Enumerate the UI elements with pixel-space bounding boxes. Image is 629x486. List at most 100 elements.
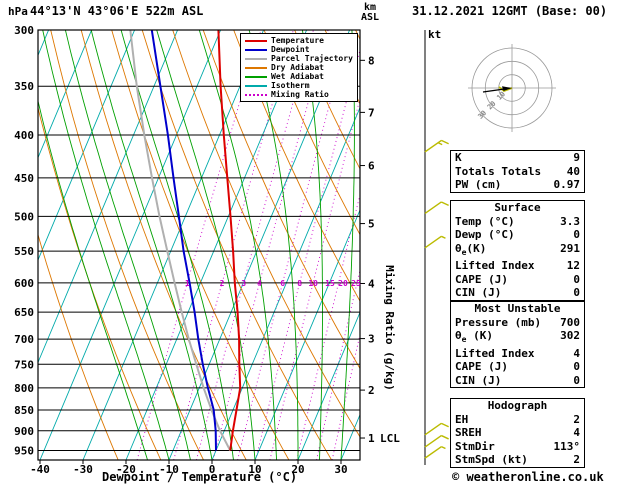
stats-row: CAPE (J) 0 <box>451 360 584 374</box>
legend-swatch <box>245 84 267 87</box>
svg-text:950: 950 <box>14 445 34 458</box>
stats-group-surface: Surface Temp (°C) 3.3 Dewp (°C) 0 θe(K) 291 Lif… <box>450 200 585 301</box>
svg-text:500: 500 <box>14 210 34 223</box>
svg-text:850: 850 <box>14 404 34 417</box>
stats-row: Lifted Index 12 <box>451 259 584 273</box>
stats-value: 0 <box>573 373 580 387</box>
stats-group-indices: K 9 Totals Totals 40 PW (cm) 0.97 <box>450 150 585 193</box>
legend-label: Dewpoint <box>271 45 310 54</box>
stats-value: 291 <box>560 241 580 255</box>
stats-value: 113° <box>553 439 581 453</box>
legend-swatch <box>245 93 267 96</box>
svg-text:450: 450 <box>14 172 34 185</box>
stats-label: Totals Totals <box>455 164 542 178</box>
svg-text:6: 6 <box>280 279 285 288</box>
svg-text:600: 600 <box>14 277 34 290</box>
svg-text:800: 800 <box>14 382 34 395</box>
stats-label: Temp (°C) <box>455 214 515 228</box>
stats-group-most-unstable: Most Unstable Pressure (mb) 700 θe (K) 302 Li… <box>450 301 585 389</box>
stats-label: K <box>455 151 462 164</box>
svg-text:5: 5 <box>368 218 375 231</box>
svg-text:8: 8 <box>297 279 302 288</box>
svg-text:-30: -30 <box>73 463 93 476</box>
svg-text:25: 25 <box>351 279 361 288</box>
legend-swatch <box>245 39 267 42</box>
svg-text:300: 300 <box>14 24 34 37</box>
stats-value: 3.3 <box>560 214 580 228</box>
stats-value: 2 <box>573 412 580 426</box>
stats-value: 700 <box>560 315 580 329</box>
svg-text:3: 3 <box>368 333 375 346</box>
svg-text:1: 1 <box>185 279 190 288</box>
stats-row: θe (K) 302 <box>451 329 584 347</box>
stats-row: Dewp (°C) 0 <box>451 228 584 242</box>
pressure-tick-labels: 300 350 400 450 500 550 600 650 700 750 800 850 900 9… <box>14 24 34 458</box>
svg-text:0: 0 <box>209 463 216 476</box>
legend-label: Isotherm <box>271 81 310 90</box>
svg-text:7: 7 <box>368 106 375 119</box>
stats-label: CAPE (J) <box>455 360 508 374</box>
stats-label: Lifted Index <box>455 259 535 273</box>
svg-text:-40: -40 <box>30 463 50 476</box>
parcel-trajectory-curve <box>129 30 232 451</box>
svg-text:15: 15 <box>325 279 335 288</box>
pressure-unit-label: hPa <box>8 5 28 18</box>
datetime-title: 31.12.2021 12GMT (Base: 00) <box>412 4 608 18</box>
stats-row: CIN (J) 0 <box>451 286 584 300</box>
stats-value: 302 <box>560 329 580 342</box>
stats-label: θe(K) <box>455 241 487 257</box>
svg-text:30: 30 <box>476 109 488 121</box>
legend-item-dewpoint: Dewpoint <box>245 45 353 54</box>
stats-row: CAPE (J) 0 <box>451 273 584 287</box>
stats-label: Lifted Index <box>455 346 535 360</box>
legend-item-temperature: Temperature <box>245 36 353 45</box>
stats-label: θe (K) <box>455 329 493 345</box>
stats-row: Temp (°C) 3.3 <box>451 215 584 229</box>
svg-text:3: 3 <box>241 279 246 288</box>
stats-group-hodograph: Hodograph EH 2 SREH 4 StmDir 113° StmSpd (kt) 2 <box>450 398 585 468</box>
legend-item-wet-adiabat: Wet Adiabat <box>245 72 353 81</box>
svg-text:-10: -10 <box>159 463 179 476</box>
svg-text:750: 750 <box>14 358 34 371</box>
mixing-ratio-labels: 1 2 3 4 6 8 10 15 20 25 <box>185 279 361 288</box>
svg-text:1: 1 <box>368 432 375 445</box>
stats-value: 4 <box>573 346 580 360</box>
svg-text:700: 700 <box>14 333 34 346</box>
svg-text:30: 30 <box>334 463 347 476</box>
stats-row: CIN (J) 0 <box>451 374 584 388</box>
legend-label: Wet Adiabat <box>271 72 324 81</box>
svg-text:10: 10 <box>308 279 318 288</box>
copyright: © weatheronline.co.uk <box>452 470 604 484</box>
altitude-unit-asl-label: ASL <box>361 12 380 23</box>
stats-label: CAPE (J) <box>455 272 508 286</box>
station-title: 44°13'N 43°06'E 522m ASL <box>30 4 204 18</box>
svg-text:2: 2 <box>368 384 375 397</box>
svg-text:400: 400 <box>14 129 34 142</box>
legend-label: Mixing Ratio <box>271 90 329 99</box>
stats-label: CIN (J) <box>455 286 502 300</box>
legend-label: Temperature <box>271 36 324 45</box>
svg-text:550: 550 <box>14 245 34 258</box>
stats-group-title: Most Unstable <box>474 302 561 315</box>
temperature-curve <box>217 30 242 451</box>
sounding-curves <box>129 30 242 451</box>
temp-axis-title: Dewpoint / Temperature (°C) <box>102 470 298 484</box>
svg-text:20: 20 <box>338 279 348 288</box>
legend: Temperature Dewpoint Parcel Trajectory Dry … <box>240 33 358 102</box>
wet-adiabats <box>38 30 355 460</box>
stats-row: PW (cm) 0.97 <box>451 178 584 192</box>
stats-row: EH 2 <box>451 413 584 427</box>
stats-value: 40 <box>566 164 580 178</box>
wind-barbs <box>424 139 449 459</box>
stats-label: EH <box>455 412 469 426</box>
legend-item-parcel-trajectory: Parcel Trajectory <box>245 54 353 63</box>
dewpoint-curve <box>150 30 217 451</box>
svg-text:650: 650 <box>14 306 34 319</box>
legend-swatch <box>245 66 267 69</box>
stats-row: StmDir 113° <box>451 440 584 454</box>
svg-text:10: 10 <box>248 463 261 476</box>
plot-border <box>37 29 361 461</box>
stats-group-title: Surface <box>494 201 541 214</box>
